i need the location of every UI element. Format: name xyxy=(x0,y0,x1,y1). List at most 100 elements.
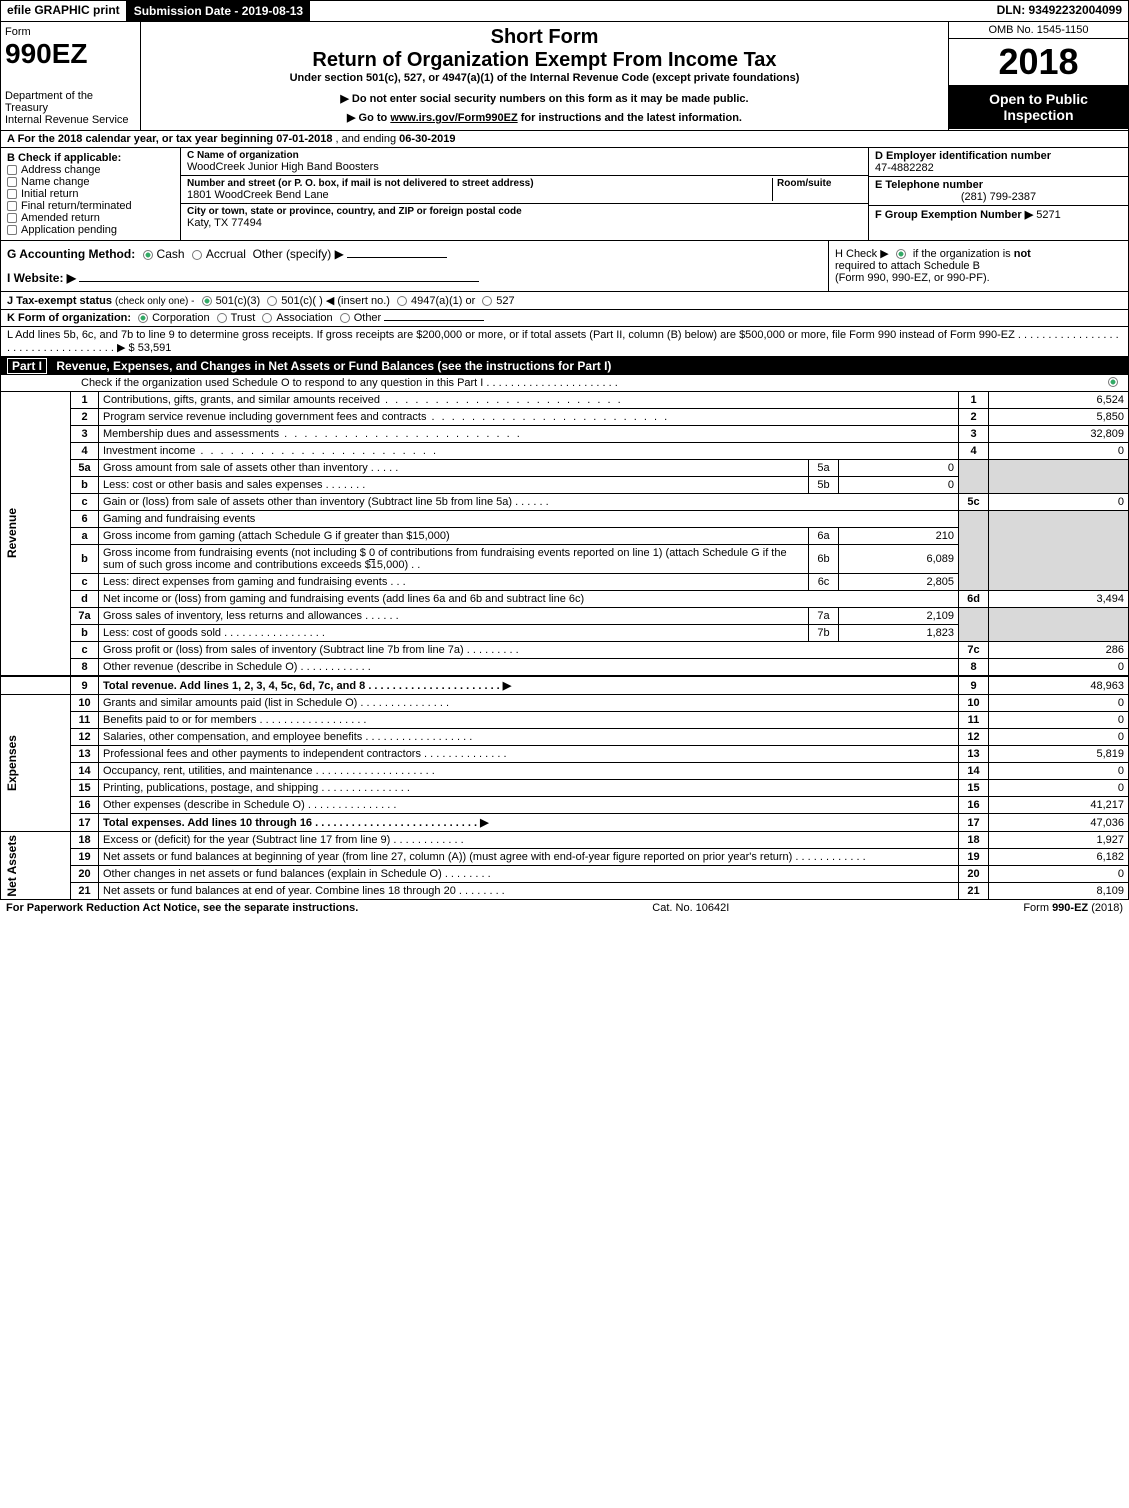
line-num: 3 xyxy=(71,426,99,443)
line-amount: 0 xyxy=(989,494,1129,511)
shaded-cell xyxy=(989,511,1129,591)
line-num: 5a xyxy=(71,460,99,477)
line-desc: Net assets or fund balances at end of ye… xyxy=(103,885,456,897)
line-desc: Professional fees and other payments to … xyxy=(103,748,421,760)
radio-4947[interactable] xyxy=(397,296,407,306)
line-desc: Other expenses (describe in Schedule O) xyxy=(103,799,305,811)
subline-num: 7b xyxy=(809,625,839,642)
accounting-method-label: G Accounting Method: xyxy=(7,247,135,261)
table-row: 16 Other expenses (describe in Schedule … xyxy=(1,797,1129,814)
line-amount: 1,927 xyxy=(989,832,1129,849)
line-refnum: 20 xyxy=(959,866,989,883)
chk-final-return[interactable]: Final return/terminated xyxy=(7,200,174,212)
radio-527[interactable] xyxy=(482,296,492,306)
table-row: 5a Gross amount from sale of assets othe… xyxy=(1,460,1129,477)
part1-check-row: Check if the organization used Schedule … xyxy=(0,375,1129,392)
line-num: 15 xyxy=(71,780,99,797)
line-amount: 3,494 xyxy=(989,591,1129,608)
row-l: L Add lines 5b, 6c, and 7b to line 9 to … xyxy=(0,327,1129,357)
radio-501c[interactable] xyxy=(267,296,277,306)
group-exemption-value: 5271 xyxy=(1036,209,1060,221)
subline-num: 6b xyxy=(809,545,839,574)
line-desc: Less: direct expenses from gaming and fu… xyxy=(103,576,387,588)
shaded-cell xyxy=(959,460,989,494)
expenses-label: Expenses xyxy=(5,735,19,791)
chk-application-pending[interactable]: Application pending xyxy=(7,224,174,236)
line-refnum: 3 xyxy=(959,426,989,443)
radio-h-check[interactable] xyxy=(896,249,906,259)
subline-amount: 0 xyxy=(839,477,959,494)
other-org-input[interactable] xyxy=(384,320,484,321)
line-refnum: 13 xyxy=(959,746,989,763)
table-row: Net Assets 18 Excess or (deficit) for th… xyxy=(1,832,1129,849)
chk-initial-return[interactable]: Initial return xyxy=(7,188,174,200)
footer-left: For Paperwork Reduction Act Notice, see … xyxy=(6,902,358,914)
expenses-side-label: Expenses xyxy=(1,695,71,832)
line-num: b xyxy=(71,625,99,642)
line-num: 17 xyxy=(71,814,99,832)
checkbox-icon xyxy=(7,225,17,235)
j-o2: 501(c)( ) ◀ (insert no.) xyxy=(281,295,390,307)
line-desc: Other changes in net assets or fund bala… xyxy=(103,868,442,880)
instructions-link[interactable]: www.irs.gov/Form990EZ xyxy=(390,112,517,124)
line-amount: 48,963 xyxy=(989,676,1129,695)
revenue-label: Revenue xyxy=(5,508,19,558)
line-refnum: 18 xyxy=(959,832,989,849)
part1-header: Part I Revenue, Expenses, and Changes in… xyxy=(0,357,1129,375)
cash-label: Cash xyxy=(157,247,185,261)
note2-prefix: ▶ Go to xyxy=(347,112,390,124)
netassets-side-label: Net Assets xyxy=(1,832,71,900)
website-input[interactable] xyxy=(79,281,479,282)
line-num: 10 xyxy=(71,695,99,712)
radio-501c3[interactable] xyxy=(202,296,212,306)
line-refnum: 2 xyxy=(959,409,989,426)
k-o4: Other xyxy=(354,312,382,324)
checkbox-icon xyxy=(7,213,17,223)
org-name-value: WoodCreek Junior High Band Boosters xyxy=(187,161,862,173)
table-row: Expenses 10 Grants and similar amounts p… xyxy=(1,695,1129,712)
chk-amended-return[interactable]: Amended return xyxy=(7,212,174,224)
revenue-side-label: Revenue xyxy=(1,392,71,676)
chk-name-change[interactable]: Name change xyxy=(7,176,174,188)
radio-corporation[interactable] xyxy=(138,313,148,323)
efile-print-button[interactable]: efile GRAPHIC print xyxy=(1,1,127,21)
part1-check[interactable] xyxy=(1108,377,1118,387)
open-to-public-label: Open to Public Inspection xyxy=(949,85,1128,129)
table-row: 7a Gross sales of inventory, less return… xyxy=(1,608,1129,625)
line-num: 1 xyxy=(71,392,99,409)
row-a-prefix: A For the 2018 calendar year, or tax yea… xyxy=(7,133,276,145)
subline-amount: 2,805 xyxy=(839,574,959,591)
chk-address-change[interactable]: Address change xyxy=(7,164,174,176)
k-o1: Corporation xyxy=(152,312,209,324)
other-input[interactable] xyxy=(347,257,447,258)
radio-other-org[interactable] xyxy=(340,313,350,323)
header-right: OMB No. 1545-1150 2018 Open to Public In… xyxy=(948,22,1128,130)
form-word: Form xyxy=(5,26,136,38)
header-left: Form 990EZ Department of the Treasury In… xyxy=(1,22,141,130)
meta-block: B Check if applicable: Address change Na… xyxy=(0,148,1129,241)
row-g: G Accounting Method: Cash Accrual Other … xyxy=(1,241,828,291)
table-row: 3 Membership dues and assessments 3 32,8… xyxy=(1,426,1129,443)
subline-num: 6c xyxy=(809,574,839,591)
line-desc: Gross sales of inventory, less returns a… xyxy=(103,610,362,622)
radio-association[interactable] xyxy=(262,313,272,323)
header-center: Short Form Return of Organization Exempt… xyxy=(141,22,948,130)
table-row: 8 Other revenue (describe in Schedule O)… xyxy=(1,659,1129,677)
line-num: 20 xyxy=(71,866,99,883)
row-a-tax-year: A For the 2018 calendar year, or tax yea… xyxy=(0,131,1129,148)
line-refnum: 17 xyxy=(959,814,989,832)
room-label: Room/suite xyxy=(777,178,862,189)
section-b: B Check if applicable: Address change Na… xyxy=(1,148,181,240)
radio-accrual[interactable] xyxy=(192,250,202,260)
j-label: J Tax-exempt status xyxy=(7,295,112,307)
subline-amount: 0 xyxy=(839,460,959,477)
radio-trust[interactable] xyxy=(217,313,227,323)
omb-number: OMB No. 1545-1150 xyxy=(949,22,1128,39)
line-amount: 0 xyxy=(989,695,1129,712)
line-num: 21 xyxy=(71,883,99,900)
j-o3: 4947(a)(1) or xyxy=(411,295,475,307)
line-amount: 47,036 xyxy=(989,814,1129,832)
line-num: 9 xyxy=(71,676,99,695)
radio-cash[interactable] xyxy=(143,250,153,260)
h-line3: (Form 990, 990-EZ, or 990-PF). xyxy=(835,272,990,284)
